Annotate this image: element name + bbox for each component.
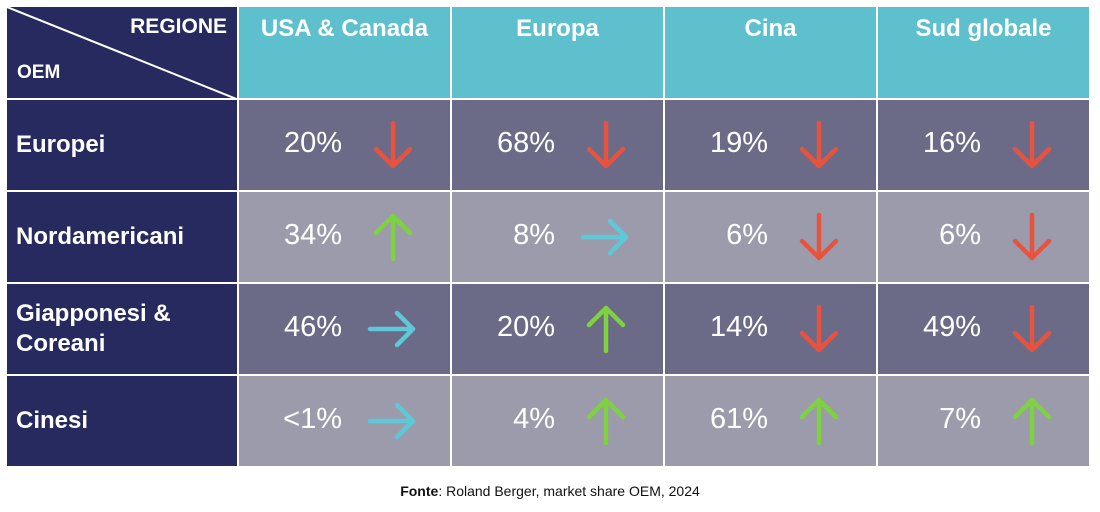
data-cell-sud-globale: 49%	[876, 282, 1091, 376]
trend-down-arrow-icon	[586, 120, 626, 169]
source-label: Fonte	[400, 483, 439, 499]
data-cell-europa: 20%	[450, 282, 665, 376]
row-label: Giapponesi & Coreani	[5, 282, 239, 376]
source-note: Fonte: Roland Berger, market share OEM, …	[0, 483, 1100, 499]
trend-down-arrow-icon	[799, 304, 839, 353]
data-cell-sud-globale: 6%	[876, 190, 1091, 284]
column-header-europa: Europa	[450, 5, 665, 100]
table-row: Giapponesi & Coreani 46% 20% 14% 49%	[5, 282, 1091, 376]
row-label: Cinesi	[5, 374, 239, 468]
data-cell-europa: 68%	[450, 98, 665, 192]
share-value: 34%	[283, 218, 342, 251]
row-label: Nordamericani	[5, 190, 239, 284]
share-value: 19%	[709, 126, 768, 159]
share-value: 6%	[726, 218, 768, 251]
share-value: 14%	[709, 310, 768, 343]
share-value: 46%	[283, 310, 342, 343]
row-axis-label: OEM	[17, 62, 61, 83]
share-value: 20%	[496, 310, 555, 343]
trend-up-arrow-icon	[1012, 397, 1052, 446]
trend-down-arrow-icon	[799, 120, 839, 169]
trend-up-arrow-icon	[586, 397, 626, 446]
table-row: Nordamericani 34% 8% 6% 6%	[5, 190, 1091, 284]
column-header-usa-canada: USA & Canada	[237, 5, 452, 100]
data-cell-cina: 6%	[663, 190, 878, 284]
trend-flat-arrow-icon	[367, 310, 416, 348]
share-value: 8%	[513, 218, 555, 251]
data-cell-cina: 61%	[663, 374, 878, 468]
trend-down-arrow-icon	[1012, 120, 1052, 169]
trend-up-arrow-icon	[373, 213, 413, 262]
data-cell-cina: 14%	[663, 282, 878, 376]
data-cell-cina: 19%	[663, 98, 878, 192]
column-axis-label: REGIONE	[130, 15, 227, 38]
table-body: Europei 20% 68% 19% 16% Nordamericani 34% 8% 6% 6…	[5, 98, 1091, 468]
share-value: 61%	[709, 402, 768, 435]
share-value: 4%	[513, 402, 555, 435]
share-value: 16%	[922, 126, 981, 159]
share-value: 6%	[939, 218, 981, 251]
corner-cell: REGIONE OEM	[5, 5, 239, 100]
share-value: 7%	[939, 402, 981, 435]
share-value: 20%	[283, 126, 342, 159]
data-cell-usa-canada: 20%	[237, 98, 452, 192]
trend-flat-arrow-icon	[367, 402, 416, 440]
data-cell-europa: 8%	[450, 190, 665, 284]
table-row: Europei 20% 68% 19% 16%	[5, 98, 1091, 192]
data-cell-sud-globale: 16%	[876, 98, 1091, 192]
trend-up-arrow-icon	[586, 305, 626, 354]
market-share-table: REGIONE OEM USA & Canada Europa Cina Sud…	[5, 5, 1091, 468]
trend-down-arrow-icon	[799, 212, 839, 261]
trend-up-arrow-icon	[799, 397, 839, 446]
data-cell-usa-canada: 46%	[237, 282, 452, 376]
trend-down-arrow-icon	[1012, 304, 1052, 353]
data-cell-europa: 4%	[450, 374, 665, 468]
data-cell-usa-canada: 34%	[237, 190, 452, 284]
trend-flat-arrow-icon	[580, 218, 629, 256]
header-row: REGIONE OEM USA & Canada Europa Cina Sud…	[5, 5, 1091, 100]
data-cell-usa-canada: <1%	[237, 374, 452, 468]
column-header-cina: Cina	[663, 5, 878, 100]
share-value: 68%	[496, 126, 555, 159]
share-value: <1%	[283, 402, 342, 435]
row-label: Europei	[5, 98, 239, 192]
corner-diagonal-line	[8, 8, 235, 97]
column-header-sud-globale: Sud globale	[876, 5, 1091, 100]
table-row: Cinesi <1% 4% 61% 7%	[5, 374, 1091, 468]
trend-down-arrow-icon	[373, 120, 413, 169]
trend-down-arrow-icon	[1012, 212, 1052, 261]
share-value: 49%	[922, 310, 981, 343]
data-cell-sud-globale: 7%	[876, 374, 1091, 468]
source-text: : Roland Berger, market share OEM, 2024	[438, 483, 700, 499]
